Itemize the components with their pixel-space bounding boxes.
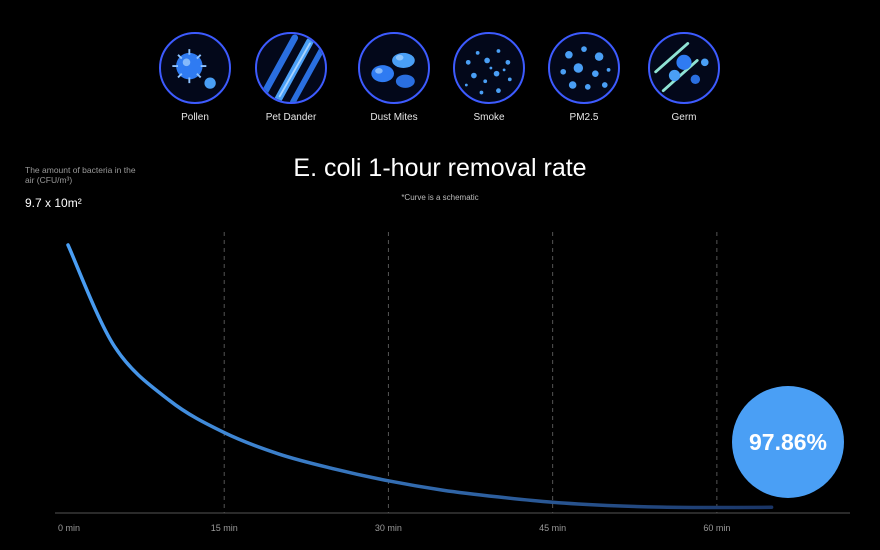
pm25-icon xyxy=(548,32,620,104)
pollutant-item-dust-mites: Dust Mites xyxy=(349,32,439,123)
x-tick-label: 45 min xyxy=(539,523,566,533)
chart-subtitle: *Curve is a schematic xyxy=(401,193,479,202)
bacteria-curve xyxy=(66,243,774,510)
pollutant-item-smoke: Smoke xyxy=(444,32,534,123)
pollutant-item-pollen: Pollen xyxy=(150,32,240,123)
pollutant-label: Smoke xyxy=(473,112,505,123)
chart-title: E. coli 1-hour removal rate xyxy=(293,154,587,182)
germ-icon xyxy=(648,32,720,104)
pet-dander-icon xyxy=(255,32,327,104)
x-tick-label: 30 min xyxy=(375,523,402,533)
y-axis-label: The amount of bacteria in the air (CFU/m… xyxy=(25,165,136,185)
pollutant-item-pm25: PM2.5 xyxy=(539,32,629,123)
pollutant-item-pet-dander: Pet Dander xyxy=(246,32,336,123)
removal-rate-value: 97.86% xyxy=(749,429,827,455)
pollutant-label: Dust Mites xyxy=(370,112,418,123)
x-tick-label: 15 min xyxy=(211,523,238,533)
x-tick-label: 0 min xyxy=(58,523,80,533)
pollutant-label: PM2.5 xyxy=(569,112,599,123)
pollen-icon xyxy=(159,32,231,104)
pollutant-label: Pet Dander xyxy=(265,112,317,123)
removal-rate-badge: 97.86% xyxy=(732,386,844,498)
pollutant-icons-row: Pollen Pet Dander Dust xyxy=(0,32,880,132)
pollutant-item-germ: Germ xyxy=(639,32,729,123)
smoke-icon xyxy=(453,32,525,104)
y-start-value: 9.7 x 10m² xyxy=(25,196,82,210)
dust-mites-icon xyxy=(358,32,430,104)
pollutant-label: Germ xyxy=(671,112,697,123)
x-tick-label: 60 min xyxy=(703,523,730,533)
pollutant-label: Pollen xyxy=(181,112,209,123)
